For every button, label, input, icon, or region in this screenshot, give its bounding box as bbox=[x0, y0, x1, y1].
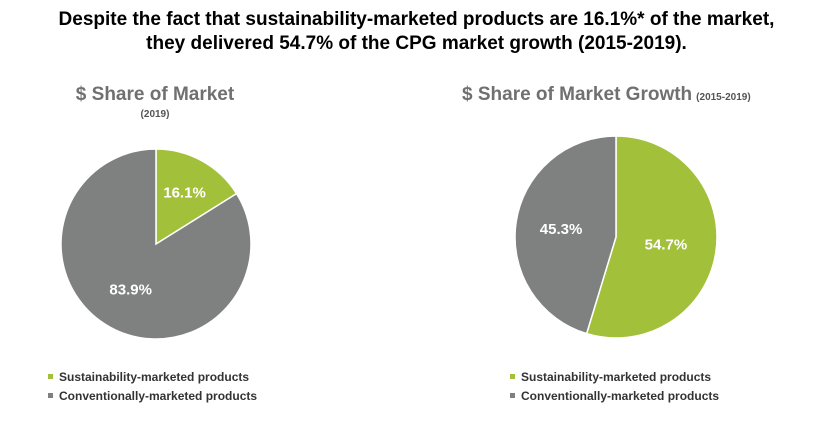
right-pie-chart: 54.7% 45.3% bbox=[514, 135, 718, 339]
headline-line-1: Despite the fact that sustainability-mar… bbox=[58, 9, 775, 30]
right-chart-title-text: $ Share of Market Growth bbox=[462, 84, 693, 105]
legend-swatch-sustainable bbox=[48, 374, 53, 379]
legend-label: Conventionally-marketed products bbox=[59, 388, 258, 403]
right-chart-title: $ Share of Market Growth (2015-2019) bbox=[462, 84, 751, 106]
right-chart-legend: Sustainability-marketed products Convent… bbox=[510, 367, 719, 405]
legend-item-sustainable: Sustainability-marketed products bbox=[510, 367, 719, 386]
pie-slice-conventional bbox=[60, 148, 252, 340]
headline: Despite the fact that sustainability-mar… bbox=[0, 8, 833, 56]
left-chart-legend: Sustainability-marketed products Convent… bbox=[48, 367, 257, 405]
right-chart-subtitle: (2015-2019) bbox=[696, 92, 751, 103]
legend-item-conventional: Conventionally-marketed products bbox=[48, 386, 257, 405]
legend-label: Sustainability-marketed products bbox=[59, 369, 250, 384]
legend-label: Conventionally-marketed products bbox=[521, 388, 720, 403]
legend-swatch-conventional bbox=[510, 393, 515, 398]
pie-label-sustainable: 54.7% bbox=[645, 236, 688, 253]
pie-label-conventional: 45.3% bbox=[540, 221, 583, 238]
pie-slice-sustainable bbox=[585, 135, 718, 339]
left-chart-subtitle: (2019) bbox=[140, 109, 170, 120]
legend-label: Sustainability-marketed products bbox=[521, 369, 712, 384]
pie-slice-conventional bbox=[514, 135, 617, 335]
legend-swatch-sustainable bbox=[510, 374, 515, 379]
left-pie-chart: 16.1% 83.9% bbox=[60, 148, 252, 340]
pie-slice-sustainable bbox=[155, 148, 238, 246]
left-chart-title: $ Share of Market bbox=[40, 84, 270, 106]
legend-item-conventional: Conventionally-marketed products bbox=[510, 386, 719, 405]
legend-swatch-conventional bbox=[48, 393, 53, 398]
pie-label-sustainable: 16.1% bbox=[163, 184, 206, 201]
left-chart-title-text: $ Share of Market bbox=[75, 84, 235, 105]
headline-line-2: they delivered 54.7% of the CPG market g… bbox=[146, 33, 687, 54]
legend-item-sustainable: Sustainability-marketed products bbox=[48, 367, 257, 386]
pie-label-conventional: 83.9% bbox=[109, 282, 152, 299]
